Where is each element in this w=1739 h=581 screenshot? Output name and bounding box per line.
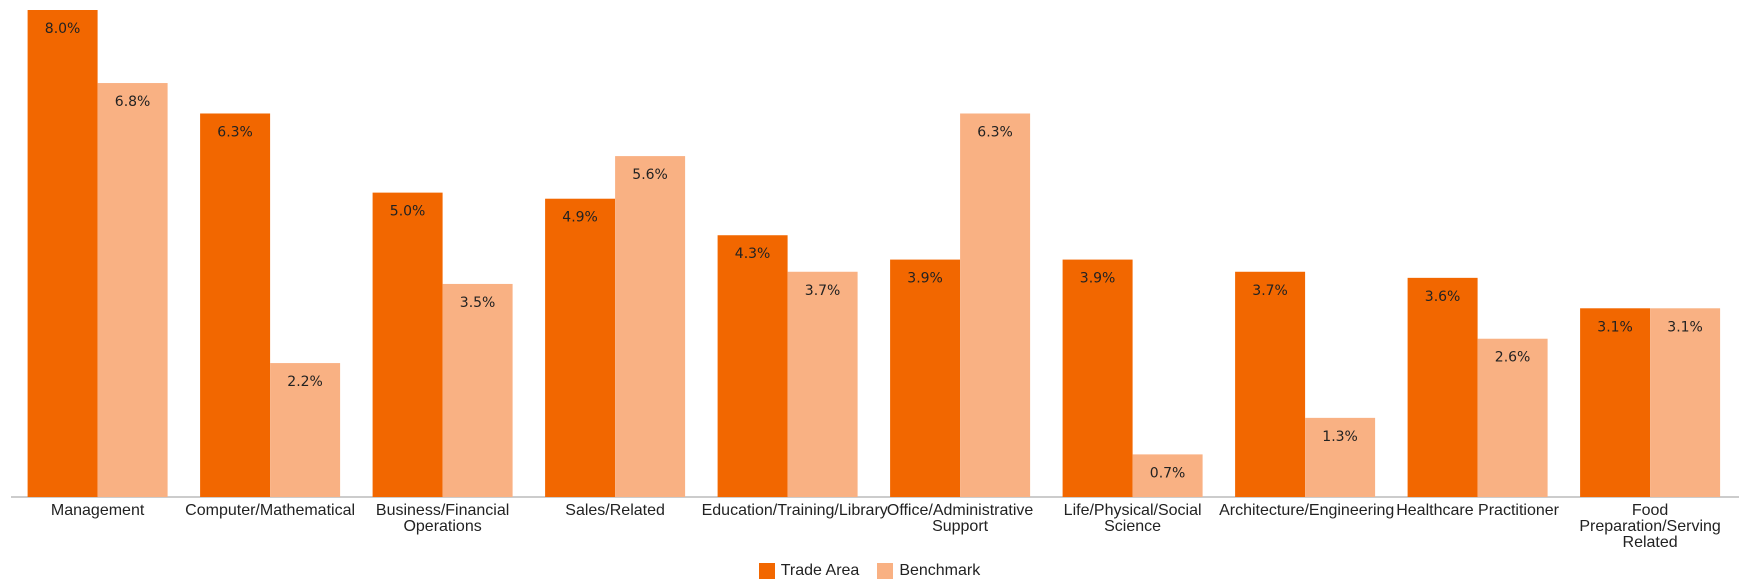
x-tick-label: Computer/Mathematical	[185, 502, 356, 519]
bar	[545, 198, 616, 497]
bar	[97, 83, 168, 498]
bar	[270, 363, 341, 497]
data-label: 1.3%	[1322, 429, 1358, 445]
bar	[890, 259, 961, 497]
legend-item: Benchmark	[877, 562, 980, 580]
bar	[1580, 308, 1651, 497]
bar	[717, 235, 788, 498]
bar	[442, 283, 513, 497]
data-label: 3.7%	[805, 283, 841, 299]
x-tick-label: Business/Financial Operations	[375, 502, 510, 535]
legend-swatch	[758, 563, 775, 579]
bar	[1062, 259, 1133, 497]
legend-item: Trade Area	[758, 562, 860, 580]
bar	[787, 271, 858, 497]
bar	[615, 156, 686, 497]
data-label: 3.9%	[907, 271, 943, 287]
bar	[27, 10, 98, 497]
bar	[1305, 417, 1376, 497]
bar	[960, 113, 1031, 498]
bar	[1477, 338, 1548, 497]
x-tick-label: Architecture/Engineering	[1219, 502, 1395, 519]
data-label: 8.0%	[45, 21, 81, 37]
bar	[1132, 454, 1203, 497]
x-tick-label: Life/Physical/Social Science	[1063, 502, 1202, 535]
x-tick-label: Healthcare Practitioner	[1396, 502, 1559, 519]
x-tick-label: Sales/Related	[565, 502, 665, 519]
data-label: 3.9%	[1080, 271, 1116, 287]
legend: Trade Area Benchmark	[0, 562, 1739, 580]
data-label: 2.2%	[287, 374, 323, 390]
x-tick-label: Management	[50, 502, 145, 519]
bar	[200, 113, 271, 498]
bar	[1235, 271, 1306, 497]
data-label: 3.7%	[1252, 283, 1288, 299]
legend-label: Benchmark	[899, 562, 981, 579]
data-label: 3.1%	[1597, 319, 1633, 335]
x-tick-label: Office/Administrative Support	[886, 502, 1034, 535]
data-label: 5.6%	[632, 167, 668, 183]
data-label: 2.6%	[1495, 350, 1531, 366]
bar	[1650, 308, 1721, 497]
data-label: 6.8%	[115, 94, 151, 110]
x-tick-label: Food Preparation/Serving Related	[1579, 502, 1721, 551]
data-label: 3.5%	[460, 295, 496, 311]
data-label: 6.3%	[217, 124, 253, 140]
x-tick-label: Education/Training/Library	[701, 502, 888, 519]
data-label: 5.0%	[390, 204, 426, 220]
data-label: 4.9%	[562, 210, 598, 226]
bar	[372, 192, 443, 497]
data-label: 3.6%	[1425, 289, 1461, 305]
legend-label: Trade Area	[780, 562, 860, 579]
data-label: 0.7%	[1150, 465, 1186, 481]
legend-swatch	[877, 563, 894, 579]
data-label: 3.1%	[1667, 319, 1703, 335]
data-label: 6.3%	[977, 124, 1013, 140]
data-label: 4.3%	[735, 246, 771, 262]
bar	[1407, 277, 1478, 497]
